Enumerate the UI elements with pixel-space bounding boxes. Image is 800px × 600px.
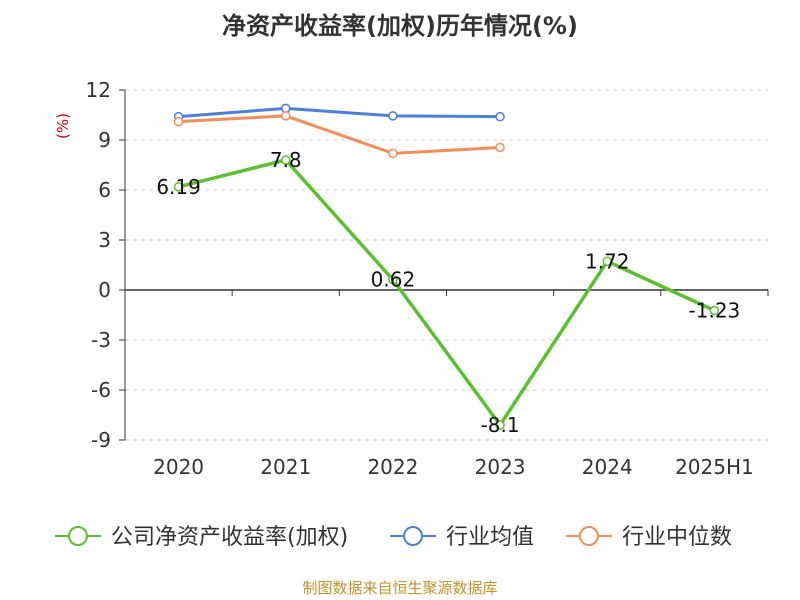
data-point bbox=[602, 256, 612, 267]
legend-label: 行业中位数 bbox=[622, 525, 732, 550]
y-tick-label: -6 bbox=[91, 378, 111, 402]
axes bbox=[119, 89, 769, 441]
grid-lines bbox=[125, 89, 768, 441]
y-tick-label: 6 bbox=[98, 178, 111, 202]
x-tick-label: 2025H1 bbox=[675, 455, 754, 479]
y-tick-label: 9 bbox=[98, 128, 111, 152]
chart-title: 净资产收益率(加权)历年情况(%) bbox=[222, 12, 578, 40]
x-tick-label: 2021 bbox=[260, 455, 311, 479]
data-point bbox=[388, 148, 398, 159]
legend-marker bbox=[403, 526, 423, 546]
series-points bbox=[173, 103, 720, 430]
data-point bbox=[495, 420, 505, 430]
data-label: -1.23 bbox=[689, 299, 741, 323]
data-point bbox=[281, 111, 291, 121]
legend: 公司净资产收益率(加权) 行业均值 行业中位数 bbox=[55, 525, 732, 550]
data-point bbox=[495, 142, 505, 153]
y-tick-label: -9 bbox=[91, 428, 111, 452]
y-tick-label: 12 bbox=[86, 78, 111, 102]
legend-label: 行业均值 bbox=[446, 525, 534, 550]
data-point bbox=[281, 155, 291, 165]
series-lines bbox=[178, 106, 716, 427]
x-tick-label: 2022 bbox=[367, 455, 418, 479]
y-tick-label: 3 bbox=[98, 228, 111, 252]
data-point bbox=[388, 274, 398, 285]
data-label: 7.8 bbox=[270, 148, 302, 172]
source-note: 制图数据来自恒生聚源数据库 bbox=[302, 579, 497, 597]
y-tick-labels: 12 9 6 3 0 -3 -6 -9 bbox=[86, 78, 111, 452]
series-line bbox=[178, 158, 716, 427]
data-labels: 6.19 7.8 0.62 -8.1 1.72 -1.23 bbox=[156, 148, 740, 437]
y-axis-unit-label: (%) bbox=[54, 113, 72, 139]
legend-label: 公司净资产收益率(加权) bbox=[111, 525, 348, 550]
legend-marker bbox=[579, 526, 599, 546]
data-label: 6.19 bbox=[156, 175, 201, 199]
data-label: 1.72 bbox=[585, 249, 630, 273]
series-line bbox=[178, 114, 501, 155]
data-point bbox=[388, 111, 398, 121]
y-tick-label: -3 bbox=[91, 328, 111, 352]
data-label: -8.1 bbox=[481, 413, 520, 437]
x-tick-label: 2023 bbox=[475, 455, 526, 479]
data-point bbox=[173, 182, 184, 192]
x-tick-labels: 2020 2021 2022 2023 2024 2025H1 bbox=[153, 455, 754, 479]
y-tick-label: 0 bbox=[98, 278, 111, 302]
data-label: 0.62 bbox=[371, 268, 416, 292]
x-tick-label: 2024 bbox=[582, 455, 633, 479]
legend-marker bbox=[68, 526, 88, 546]
series-line bbox=[178, 106, 501, 119]
data-point bbox=[173, 116, 184, 127]
data-point bbox=[495, 111, 505, 122]
data-point bbox=[709, 305, 720, 316]
x-tick-label: 2020 bbox=[153, 455, 204, 479]
